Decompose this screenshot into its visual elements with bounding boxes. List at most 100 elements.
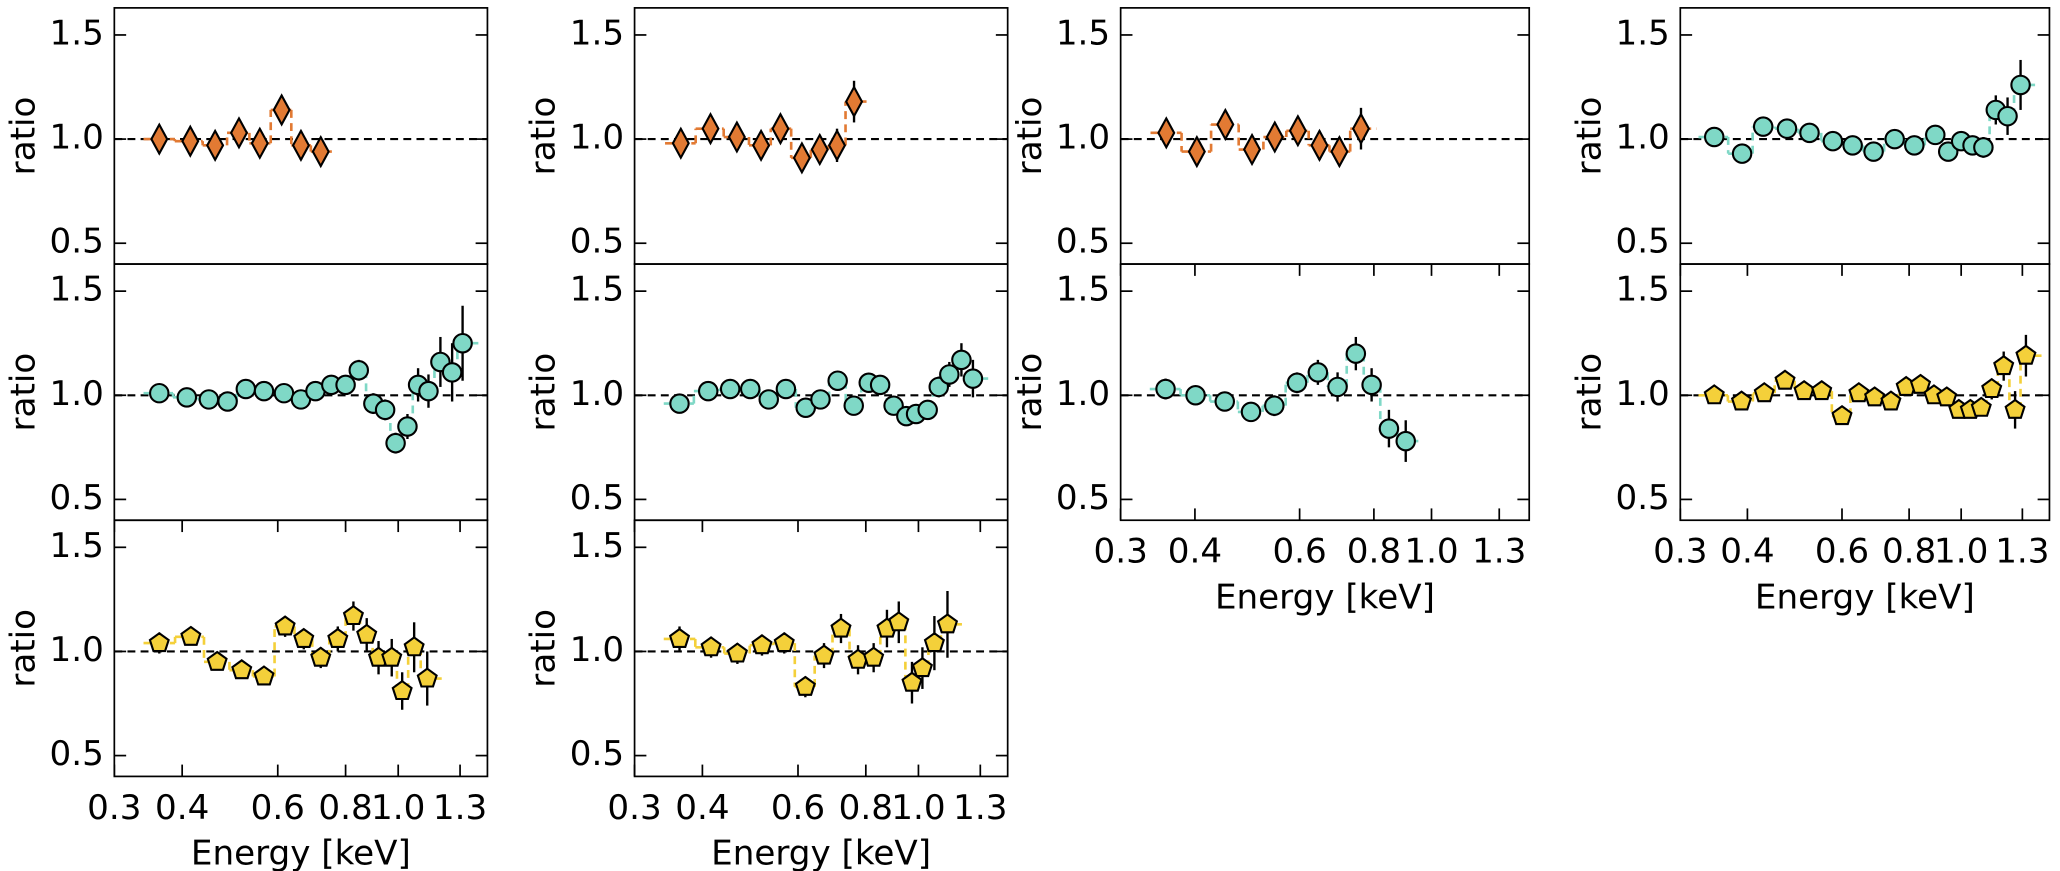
marker (348, 360, 370, 381)
marker (911, 656, 934, 678)
panel: 0.5 1.0 1.5 ratio (4, 263, 489, 522)
y-tick-label: 1.0 (570, 630, 624, 670)
marker (1973, 137, 1994, 158)
y-tick-label: 1.0 (1615, 118, 1669, 158)
marker (374, 399, 396, 421)
y-axis-label: ratio (1569, 97, 1609, 176)
y-tick-label: 1.5 (570, 13, 624, 53)
marker (1185, 385, 1206, 406)
marker (149, 382, 170, 404)
y-axis-label: ratio (1010, 97, 1050, 176)
marker (1842, 135, 1863, 156)
marker (1909, 373, 1932, 394)
marker (951, 349, 972, 371)
x-tick-label: 0.8 (318, 788, 372, 828)
marker (1351, 112, 1371, 146)
marker (1997, 105, 2018, 127)
marker (1970, 396, 1992, 417)
x-tick-label: 0.3 (87, 788, 141, 828)
marker (1925, 124, 1946, 146)
x-tick-label: 1.0 (1934, 532, 1988, 572)
y-axis-label: ratio (524, 97, 564, 176)
marker (1752, 116, 1774, 137)
marker (1799, 122, 1820, 144)
marker (1307, 362, 1329, 383)
x-tick-label: 0.4 (155, 788, 209, 828)
marker (1378, 418, 1400, 439)
marker (1704, 126, 1725, 148)
marker (274, 615, 296, 636)
x-tick-label: 0.6 (771, 788, 825, 828)
marker (813, 644, 835, 665)
x-tick-label: 0.6 (1815, 532, 1869, 572)
marker (701, 112, 720, 146)
marker (1345, 343, 1367, 364)
marker (342, 604, 365, 626)
y-tick-label: 1.0 (50, 630, 104, 670)
marker (181, 124, 200, 158)
marker (1981, 377, 2003, 399)
marker (180, 625, 202, 646)
x-tick-label: 1.3 (433, 788, 487, 828)
marker (810, 389, 831, 410)
marker (1157, 116, 1176, 150)
marker (923, 631, 946, 653)
x-tick-label: 1.3 (1472, 532, 1526, 572)
marker (1863, 141, 1884, 162)
y-tick-label: 1.0 (570, 118, 624, 158)
marker (1265, 120, 1284, 154)
x-tick-label: 0.4 (1720, 532, 1774, 572)
y-tick-label: 1.0 (1615, 374, 1669, 414)
marker (727, 120, 746, 154)
x-tick-label: 0.4 (1168, 532, 1222, 572)
marker (1993, 354, 2015, 376)
marker (198, 389, 220, 410)
marker (1288, 114, 1307, 148)
marker (962, 368, 984, 389)
marker (863, 646, 885, 667)
marker (327, 627, 349, 648)
marker (1831, 404, 1853, 426)
marker (827, 370, 848, 391)
panel: 0.5 1.0 1.5 ratio (1010, 7, 1531, 265)
marker (2004, 398, 2026, 419)
y-tick-label: 0.5 (50, 734, 104, 774)
marker (2010, 74, 2031, 96)
marker (416, 667, 438, 688)
y-axis-label: ratio (1010, 353, 1050, 432)
marker (206, 650, 228, 671)
x-axis-label: Energy [keV] (1215, 578, 1435, 618)
marker (1936, 386, 1958, 407)
y-tick-label: 1.0 (570, 374, 624, 414)
x-tick-label: 0.3 (607, 788, 661, 828)
marker (403, 636, 425, 657)
y-tick-label: 0.5 (1056, 222, 1110, 262)
y-tick-label: 1.5 (50, 526, 104, 566)
x-tick-label: 0.8 (839, 788, 893, 828)
x-tick-label: 1.3 (953, 788, 1007, 828)
marker (726, 642, 748, 663)
marker (253, 380, 275, 402)
panel: 0.5 1.0 1.5 ratio (1569, 7, 2051, 265)
marker (1242, 132, 1262, 167)
marker (771, 112, 790, 146)
x-tick-label: 0.3 (1653, 532, 1707, 572)
y-tick-label: 1.5 (570, 270, 624, 310)
axes-frame (113, 519, 489, 778)
y-tick-label: 1.0 (50, 118, 104, 158)
y-axis-label: ratio (4, 609, 44, 688)
y-tick-label: 1.5 (1615, 270, 1669, 310)
marker (1240, 401, 1262, 423)
marker (843, 395, 864, 416)
marker (253, 665, 275, 686)
marker (206, 128, 225, 162)
marker (1863, 386, 1886, 407)
marker (418, 380, 439, 402)
marker (1776, 118, 1798, 139)
marker (381, 646, 403, 667)
marker (1848, 382, 1870, 403)
x-axis-label: Energy [keV] (711, 834, 931, 871)
marker (1774, 369, 1796, 390)
marker (1793, 379, 1815, 401)
